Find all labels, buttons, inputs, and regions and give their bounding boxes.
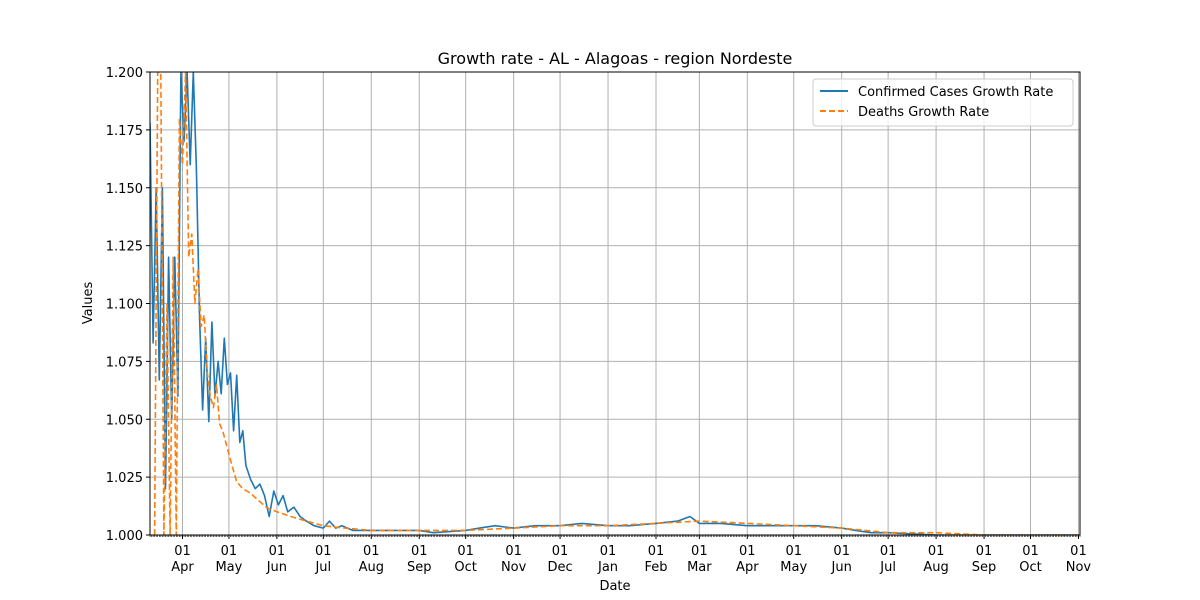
y-tick-label: 1.075 — [106, 355, 143, 370]
y-tick-label: 1.175 — [106, 124, 143, 139]
x-tick-month-label: May — [780, 560, 807, 575]
y-tick-label: 1.125 — [106, 240, 143, 255]
x-tick-month-label: Jun — [266, 560, 287, 575]
x-tick-day-label: 01 — [363, 544, 380, 559]
x-tick-day-label: 01 — [315, 544, 332, 559]
x-tick-month-label: Jul — [314, 560, 331, 575]
x-tick-day-label: 01 — [411, 544, 428, 559]
x-tick-month-label: Jul — [879, 560, 896, 575]
x-axis-label: Date — [599, 579, 630, 594]
y-tick-label: 1.150 — [106, 182, 143, 197]
x-tick-day-label: 01 — [269, 544, 286, 559]
series-line-confirmed — [150, 72, 1079, 535]
series-line-deaths — [153, 72, 1079, 535]
x-tick-day-label: 01 — [221, 544, 238, 559]
x-tick-month-label: Aug — [359, 560, 384, 575]
x-tick-day-label: 01 — [880, 544, 897, 559]
x-tick-month-label: Aug — [923, 560, 948, 575]
x-tick-month-label: Nov — [1066, 560, 1092, 575]
x-tick-day-label: 01 — [174, 544, 191, 559]
y-axis-ticks: 1.000 1.025 1.050 1.075 1.100 1.125 1.150 1.175… — [106, 66, 150, 544]
y-tick-label: 1.025 — [106, 471, 143, 486]
x-tick-month-label: Jun — [831, 560, 852, 575]
x-axis-ticks: 01Apr01May01Jun01Jul01Aug01Sep01Oct01Nov… — [149, 535, 1092, 575]
x-tick-day-label: 01 — [1070, 544, 1087, 559]
x-tick-day-label: 01 — [739, 544, 756, 559]
legend: Confirmed Cases Growth Rate Deaths Growt… — [812, 78, 1074, 127]
x-tick-day-label: 01 — [928, 544, 945, 559]
x-tick-month-label: Jan — [597, 560, 618, 575]
x-tick-day-label: 01 — [691, 544, 708, 559]
x-tick-day-label: 01 — [785, 544, 802, 559]
chart-title: Growth rate - AL - Alagoas - region Nord… — [438, 49, 793, 68]
x-tick-month-label: Apr — [171, 560, 194, 575]
y-axis-label: Values — [81, 282, 96, 325]
x-tick-month-label: Oct — [454, 560, 476, 575]
x-tick-day-label: 01 — [600, 544, 617, 559]
legend-box — [812, 78, 1074, 127]
x-tick-day-label: 01 — [457, 544, 474, 559]
x-tick-day-label: 01 — [505, 544, 522, 559]
x-tick-day-label: 01 — [648, 544, 665, 559]
x-tick-day-label: 01 — [552, 544, 569, 559]
legend-label-deaths: Deaths Growth Rate — [858, 105, 989, 120]
x-tick-month-label: Nov — [501, 560, 527, 575]
y-tick-label: 1.100 — [106, 298, 143, 313]
x-tick-month-label: Feb — [644, 560, 667, 575]
series-lines — [150, 72, 1079, 535]
x-tick-month-label: Sep — [407, 560, 432, 575]
y-tick-label: 1.200 — [106, 66, 143, 81]
x-tick-month-label: Dec — [547, 560, 572, 575]
x-tick-month-label: Mar — [687, 560, 712, 575]
x-tick-month-label: May — [215, 560, 242, 575]
x-tick-month-label: Apr — [736, 560, 759, 575]
x-tick-day-label: 01 — [1022, 544, 1039, 559]
x-tick-month-label: Sep — [972, 560, 997, 575]
y-tick-label: 1.050 — [106, 413, 143, 428]
x-tick-month-label: Oct — [1019, 560, 1041, 575]
y-tick-label: 1.000 — [106, 529, 143, 544]
x-tick-day-label: 01 — [976, 544, 993, 559]
x-tick-day-label: 01 — [833, 544, 850, 559]
legend-label-confirmed: Confirmed Cases Growth Rate — [858, 85, 1053, 100]
